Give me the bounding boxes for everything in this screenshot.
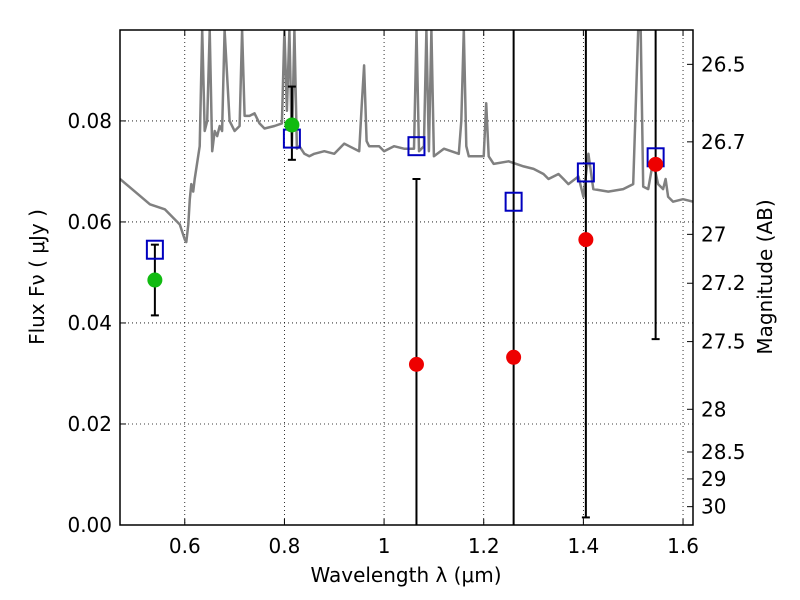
observed-flux-red-point: [408, 356, 424, 372]
model-photometry-square: [576, 162, 595, 183]
y-tick-label: 0.00: [67, 513, 112, 537]
spectrum-layer: [120, 30, 693, 244]
y-axis-right-label: Magnitude (AB): [753, 199, 777, 354]
observed-flux-green-point: [147, 272, 163, 288]
mag-tick-label: 28: [701, 397, 726, 421]
mag-tick-label: 29: [701, 467, 726, 491]
y-axis-label: Flux Fν ( μJy ): [25, 209, 49, 345]
y-tick-label: 0.04: [67, 311, 112, 335]
grid-layer: [120, 30, 693, 526]
mag-tick-label: 27: [701, 222, 726, 246]
plot-frame: [119, 29, 694, 526]
x-tick-label: 1.6: [667, 534, 699, 558]
mag-tick-label: 28.5: [701, 440, 746, 464]
model-photometry-square: [504, 191, 523, 212]
y-tick-label: 0.02: [67, 412, 112, 436]
mag-tick-label: 26.5: [701, 52, 746, 76]
observed-flux-red-point: [648, 156, 664, 172]
x-tick-label: 1.2: [468, 534, 500, 558]
spectrum-line: [120, 30, 693, 244]
mag-tick-label: 27.5: [701, 330, 746, 354]
y-tick-label: 0.08: [67, 109, 112, 133]
observed-flux-green-point: [284, 117, 300, 133]
x-tick-label: 0.8: [269, 534, 301, 558]
mag-tick-label: 27.2: [701, 271, 746, 295]
x-tick-label: 0.6: [169, 534, 201, 558]
axis-layer: 0.6 0.8 1 1.2 1.4 1.6 0.00 0.02 0.04 0.06 0.08 26.5…: [67, 30, 746, 558]
mag-tick-label: 26.7: [701, 130, 746, 154]
x-tick-label: 1: [378, 534, 391, 558]
model-photometry-square: [407, 136, 426, 157]
marker-layer: [145, 30, 665, 525]
observed-flux-red-point: [506, 349, 522, 365]
mag-tick-label: 30: [701, 495, 726, 519]
observed-flux-red-point: [578, 232, 594, 248]
model-photometry-square: [145, 239, 164, 260]
y-tick-label: 0.06: [67, 210, 112, 234]
x-tick-label: 1.4: [567, 534, 599, 558]
x-axis-label: Wavelength λ (μm): [310, 563, 501, 587]
